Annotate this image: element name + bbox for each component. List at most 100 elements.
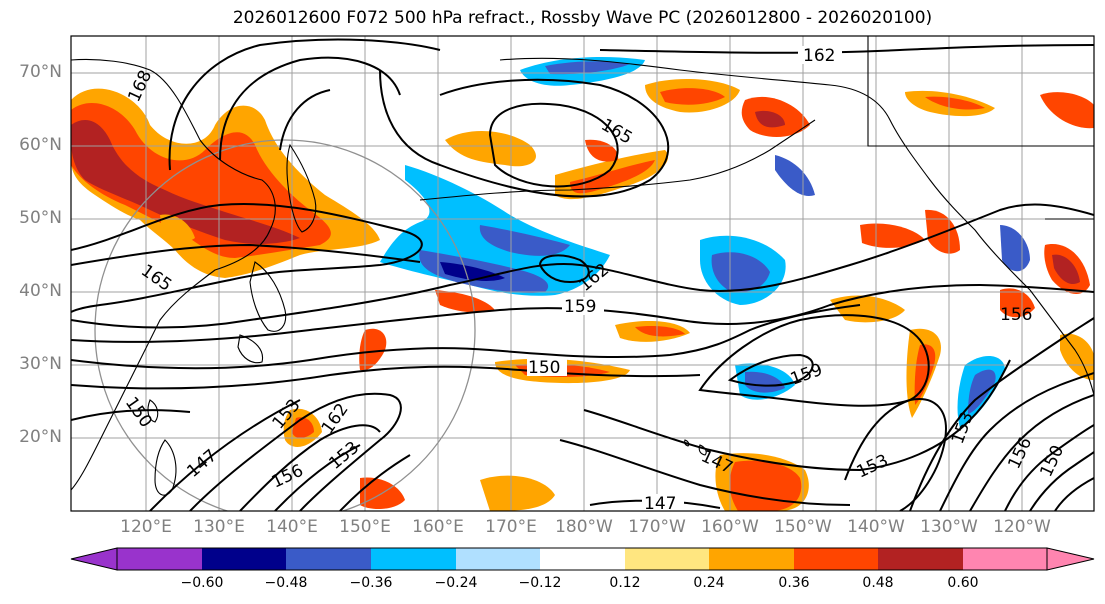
kamchatka-coastline bbox=[286, 143, 317, 233]
warm-anomaly-core bbox=[1052, 254, 1080, 285]
warm-anomaly-core bbox=[755, 110, 785, 128]
colorbar-extend-min bbox=[70, 547, 118, 571]
lon-label: 140°W bbox=[847, 517, 905, 537]
lon-label: 160°E bbox=[412, 517, 464, 537]
lon-label: 120°E bbox=[120, 517, 172, 537]
lon-label: 130°W bbox=[920, 517, 978, 537]
contour-line bbox=[727, 353, 814, 387]
contour-line bbox=[1054, 477, 1094, 511]
contour-line bbox=[379, 69, 670, 198]
warm-anomaly-region bbox=[1040, 92, 1094, 129]
contour-label: 147 bbox=[644, 494, 676, 514]
colorbar-tick-label: 0.48 bbox=[862, 575, 894, 591]
contour-line bbox=[488, 102, 619, 188]
asia-coastline bbox=[71, 58, 276, 491]
warm-anomaly-core bbox=[570, 160, 655, 194]
contour-line bbox=[939, 372, 1094, 511]
lon-label: 180°W bbox=[555, 517, 613, 537]
colorbar-bin bbox=[202, 548, 286, 570]
contour-label: 159 bbox=[564, 297, 596, 317]
lon-label: 120°W bbox=[993, 517, 1051, 537]
philippines-coastline bbox=[154, 439, 177, 496]
lat-label: 40°N bbox=[19, 281, 62, 301]
cold-anomaly-region bbox=[775, 155, 815, 196]
lon-label: 150°E bbox=[339, 517, 391, 537]
contour-line bbox=[909, 317, 1094, 511]
colorbar-bin bbox=[540, 548, 625, 570]
warm-anomaly-region bbox=[445, 130, 536, 167]
contour-line bbox=[189, 392, 402, 511]
graticule bbox=[71, 36, 1094, 511]
lon-label: 160°W bbox=[701, 517, 759, 537]
chart-title: 2026012600 F072 500 hPa refract., Rossby… bbox=[232, 8, 933, 28]
colorbar bbox=[70, 547, 1095, 571]
lat-label: 70°N bbox=[19, 62, 62, 82]
warm-anomaly-core bbox=[635, 325, 685, 337]
contour-line bbox=[599, 44, 1094, 54]
colorbar-tick-label: 0.12 bbox=[609, 575, 641, 591]
map-frame bbox=[70, 35, 1095, 512]
contour-label: 156 bbox=[1000, 305, 1032, 325]
contour-line bbox=[219, 56, 401, 161]
north-america-coastline bbox=[1029, 289, 1094, 396]
warm-anomaly-region bbox=[585, 139, 619, 162]
lon-label: 150°W bbox=[774, 517, 832, 537]
colorbar-tick-label: −0.12 bbox=[518, 575, 562, 591]
contour-label: 162 bbox=[803, 46, 835, 66]
colorbar-tick-label: −0.24 bbox=[434, 575, 478, 591]
warm-anomaly-core bbox=[660, 88, 725, 105]
cold-anomaly-core bbox=[968, 369, 996, 414]
colorbar-bin bbox=[794, 548, 878, 570]
warm-anomaly-core bbox=[729, 460, 802, 511]
cold-anomaly-core bbox=[745, 371, 785, 393]
contour-line bbox=[274, 444, 361, 511]
colorbar-bin bbox=[117, 548, 202, 570]
colorbar-bin bbox=[371, 548, 456, 570]
contour-line bbox=[168, 38, 441, 171]
contour-line bbox=[844, 398, 947, 511]
cold-anomaly-core bbox=[479, 225, 570, 256]
contour-line bbox=[339, 454, 411, 511]
lon-label: 170°E bbox=[485, 517, 537, 537]
aleutian-chain bbox=[419, 119, 816, 201]
lon-label: 140°E bbox=[266, 517, 318, 537]
contour-line bbox=[239, 424, 381, 511]
contour-line bbox=[698, 314, 930, 407]
contour-line bbox=[71, 365, 701, 390]
warm-anomaly-region bbox=[1000, 288, 1035, 318]
contour-line bbox=[559, 439, 851, 506]
warm-anomaly-core bbox=[914, 344, 936, 405]
lon-label: 170°W bbox=[628, 517, 686, 537]
contour-line bbox=[71, 203, 1094, 329]
colorbar-tick-label: −0.36 bbox=[349, 575, 393, 591]
colorbar-bin bbox=[456, 548, 540, 570]
colorbar-bin bbox=[709, 548, 794, 570]
contour-line bbox=[969, 394, 1094, 511]
lat-label: 20°N bbox=[19, 427, 62, 447]
japan-coastline bbox=[237, 334, 264, 364]
contour-label: 150 bbox=[528, 358, 560, 378]
colorbar-extend-max bbox=[1046, 547, 1095, 571]
colorbar-bin bbox=[963, 548, 1047, 570]
contour-line bbox=[71, 243, 421, 266]
canada-border bbox=[867, 36, 1094, 147]
colorbar-tick-label: −0.48 bbox=[264, 575, 308, 591]
coastlines bbox=[71, 36, 1094, 496]
warm-anomaly-core bbox=[925, 96, 985, 110]
contour-line bbox=[71, 203, 423, 313]
warm-anomaly-region bbox=[359, 328, 387, 371]
warm-anomaly-region bbox=[160, 214, 195, 242]
colorbar-tick-label: 0.60 bbox=[947, 575, 979, 591]
lat-label: 50°N bbox=[19, 208, 62, 228]
contour-line bbox=[1029, 451, 1094, 511]
colorbar-tick-label: −0.60 bbox=[180, 575, 224, 591]
taiwan-coastline bbox=[147, 399, 159, 423]
colorbar-tick-label: 0.36 bbox=[778, 575, 810, 591]
contour-line bbox=[149, 399, 301, 511]
contour-line bbox=[71, 409, 191, 421]
colorbar-bin bbox=[878, 548, 963, 570]
contour-line bbox=[1004, 424, 1094, 511]
warm-anomaly-region bbox=[435, 290, 495, 313]
contour-line bbox=[538, 254, 590, 284]
